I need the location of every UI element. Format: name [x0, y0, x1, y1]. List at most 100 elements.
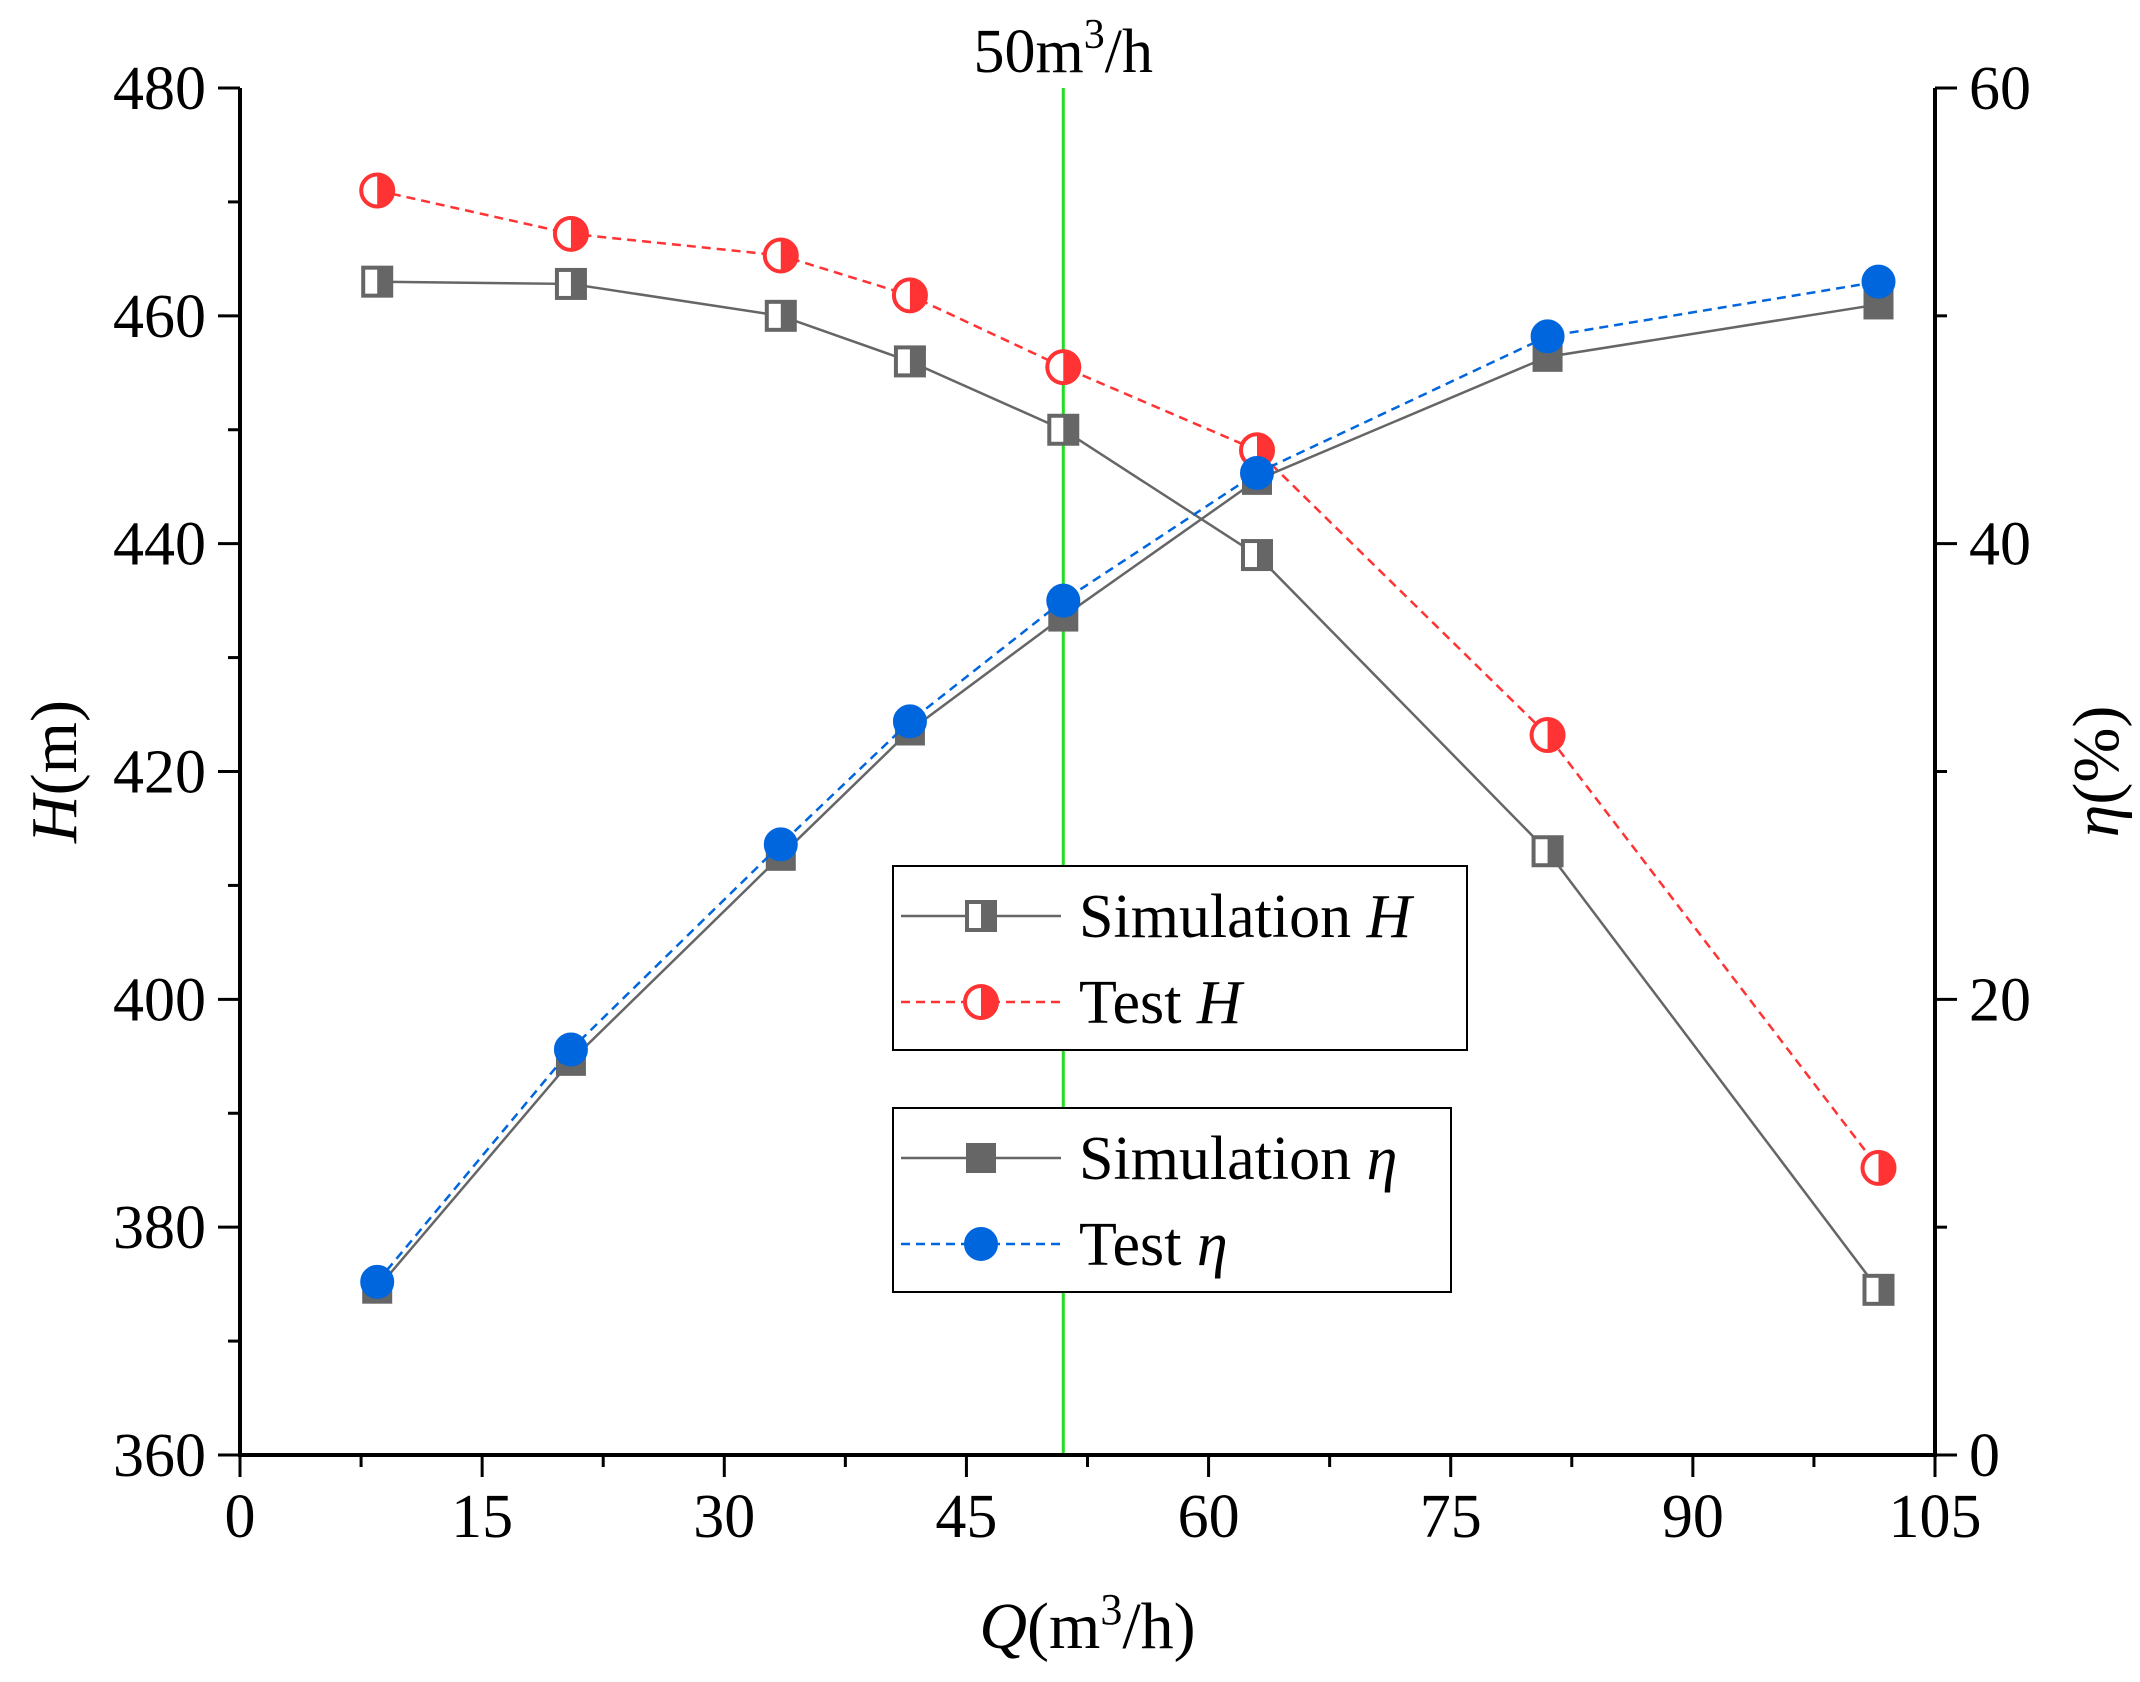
series-1-point-7	[1860, 1149, 1897, 1186]
x-axis-title: Q(m3/h)	[979, 1585, 1195, 1663]
series-1-point-1-fill	[570, 217, 587, 250]
series-1-point-2	[762, 237, 799, 274]
legend-0-0-marker-fill	[981, 902, 995, 930]
series-0-point-7	[1862, 1273, 1895, 1306]
y-left-tick-label-1: 380	[113, 1194, 206, 1262]
series-group	[359, 172, 1897, 1306]
legend-0-1-label-text: Test	[1079, 969, 1197, 1037]
y-left-axis-title-var: H	[18, 792, 91, 844]
series-1	[359, 172, 1897, 1186]
x-axis-title-unit-close: /h)	[1122, 1590, 1195, 1663]
series-1-point-2-fill	[780, 239, 797, 272]
series-1-line	[376, 189, 1880, 1169]
series-3-point-6	[1530, 319, 1565, 354]
series-2-line	[376, 303, 1879, 1290]
series-1-point-6	[1529, 717, 1566, 754]
legend-0-1-label: Test H	[1079, 969, 1245, 1037]
y-left-axis-title-unit: (m)	[18, 700, 91, 795]
series-3-point-7	[1861, 264, 1896, 299]
x-tick-label-1: 15	[451, 1483, 513, 1551]
legend-0-0-label: Simulation H	[1079, 883, 1415, 951]
y-right-tick-label-2: 40	[1969, 511, 2031, 579]
y-right-axis-title-var: η	[2060, 805, 2133, 838]
reference-line-label: 50m3/h	[974, 12, 1153, 86]
x-tick-label-3: 45	[935, 1483, 997, 1551]
series-0-point-3	[893, 345, 926, 378]
series-0-point-2-fill	[780, 301, 795, 330]
series-3-point-3	[892, 704, 927, 739]
series-3	[360, 264, 1896, 1299]
series-0-point-3-fill	[909, 347, 924, 376]
series-3-line	[376, 280, 1879, 1283]
legend-0-0-label-var: H	[1366, 883, 1415, 951]
axes-group: 0 15 30 45 60 75 90 105360380400420440460480020…	[18, 55, 2133, 1663]
legend-box-1-frame	[892, 1107, 1452, 1293]
legend-0-1-marker-fill	[981, 986, 997, 1018]
reference-label-tail: /h	[1105, 18, 1153, 86]
legend-1-0-label-text: Simulation	[1079, 1125, 1367, 1193]
series-0-line	[377, 280, 1880, 1291]
series-0-point-1-fill	[570, 269, 585, 298]
legend-1-0-marker	[966, 1143, 996, 1173]
legend-box-0-frame	[892, 865, 1468, 1051]
legend-0-1-label-var: H	[1196, 969, 1245, 1037]
y-left-axis-title: H(m)	[18, 700, 91, 844]
series-0-point-0	[361, 265, 394, 298]
series-3-point-0	[360, 1264, 395, 1299]
series-1-point-3	[891, 277, 928, 314]
series-1-point-3-fill	[909, 279, 926, 312]
legend-0-0-marker	[965, 900, 997, 932]
series-0-point-5-fill	[1257, 541, 1271, 570]
series-0-point-2	[764, 299, 797, 332]
y-left-tick-label-0: 360	[113, 1422, 206, 1490]
x-tick-label-4: 60	[1178, 1483, 1240, 1551]
legend-0-0-label-text: Simulation	[1079, 883, 1367, 951]
series-1-point-4-fill	[1063, 351, 1080, 384]
series-3-point-4	[1046, 583, 1081, 618]
series-1-point-0-fill	[377, 174, 394, 207]
y-left-tick-label-5: 460	[113, 283, 206, 351]
y-left-tick-label-3: 420	[113, 739, 206, 807]
series-1-point-1	[552, 215, 589, 252]
series-3-point-5	[1240, 456, 1274, 491]
series-0-point-0-fill	[377, 267, 392, 296]
reference-label-sup: 3	[1084, 12, 1105, 58]
series-0	[361, 265, 1895, 1306]
series-3-point-1	[553, 1032, 588, 1067]
y-right-tick-label-1: 20	[1969, 966, 2031, 1034]
x-tick-label-2: 30	[693, 1483, 755, 1551]
y-right-axis-title: η(%)	[2060, 706, 2133, 838]
x-tick-label-0: 0	[225, 1483, 256, 1551]
y-right-tick-label-0: 0	[1969, 1422, 2000, 1490]
series-1-point-7-fill	[1878, 1151, 1895, 1184]
series-0-point-1	[554, 267, 587, 300]
series-0-point-6	[1531, 835, 1564, 868]
series-1-point-4	[1045, 349, 1082, 386]
legend-1-1-marker	[964, 1227, 998, 1261]
y-right-tick-label-3: 60	[1969, 55, 2031, 123]
reference-label-main: 50m	[974, 18, 1084, 86]
series-3-point-2	[763, 827, 798, 862]
series-0-point-6-fill	[1547, 837, 1562, 866]
y-right-axis-title-unit: (%)	[2060, 706, 2133, 805]
x-tick-label-5: 75	[1420, 1483, 1482, 1551]
legend-1-1-label: Test η	[1079, 1211, 1228, 1279]
y-left-tick-label-6: 480	[113, 55, 206, 123]
legend-1-0-label: Simulation η	[1079, 1125, 1397, 1193]
y-left-tick-label-2: 400	[113, 966, 206, 1034]
x-axis-title-unit-open: (m	[1027, 1590, 1100, 1663]
series-0-point-4-fill	[1063, 415, 1078, 444]
legend-1-1-label-var: η	[1197, 1211, 1228, 1279]
x-axis-title-var: Q	[979, 1590, 1027, 1663]
x-axis-title-sup: 3	[1100, 1585, 1122, 1634]
legend-1-1-label-text: Test	[1079, 1211, 1197, 1279]
series-0-point-7-fill	[1878, 1275, 1893, 1304]
x-tick-label-6: 90	[1662, 1483, 1724, 1551]
legend-1-0-label-var: η	[1367, 1125, 1398, 1193]
x-tick-label-7: 105	[1889, 1483, 1982, 1551]
y-left-tick-label-4: 440	[113, 511, 206, 579]
